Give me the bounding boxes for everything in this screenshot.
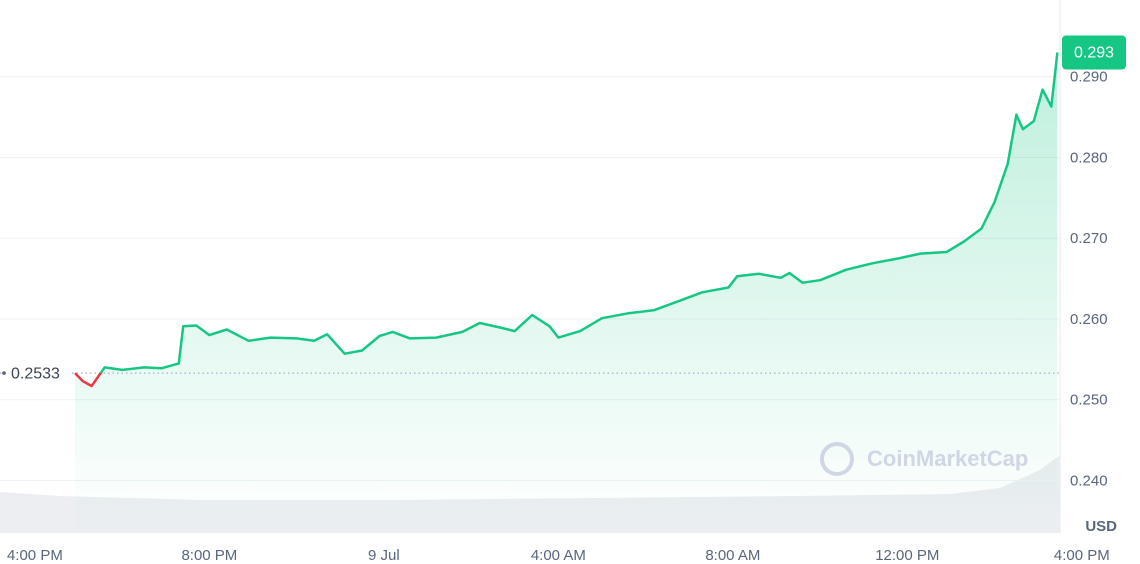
watermark-logo [820,442,854,476]
price-badge [1062,35,1126,70]
x-tick-label: 4:00 PM [1054,547,1110,564]
x-tick-label: 8:00 PM [181,547,237,564]
y-tick-label: 0.270 [1070,230,1108,247]
y-tick-label: 0.290 [1070,69,1108,86]
y-tick-label: 0.280 [1070,149,1108,166]
y-tick-label: 0.240 [1070,472,1108,489]
area-fill [75,52,1058,533]
watermark-text: CoinMarketCap [867,446,1028,471]
price-line [74,52,1059,388]
x-tick-label: 4:00 PM [7,547,63,564]
x-tick-label: 9 Jul [368,547,400,564]
unit-label: USD [1085,518,1117,535]
baseline-label: 0.2533 [11,365,60,382]
baseline-dot [2,371,6,375]
y-tick-label: 0.260 [1070,311,1108,328]
x-tick-label: 4:00 AM [531,547,586,564]
watermark: CoinMarketCap [820,442,1028,476]
y-tick-label: 0.250 [1070,392,1108,409]
baseline-label-bg [8,362,72,385]
price-badge-label: 0.293 [1074,45,1114,62]
x-tick-label: 12:00 PM [875,547,939,564]
x-tick-label: 8:00 AM [705,547,760,564]
